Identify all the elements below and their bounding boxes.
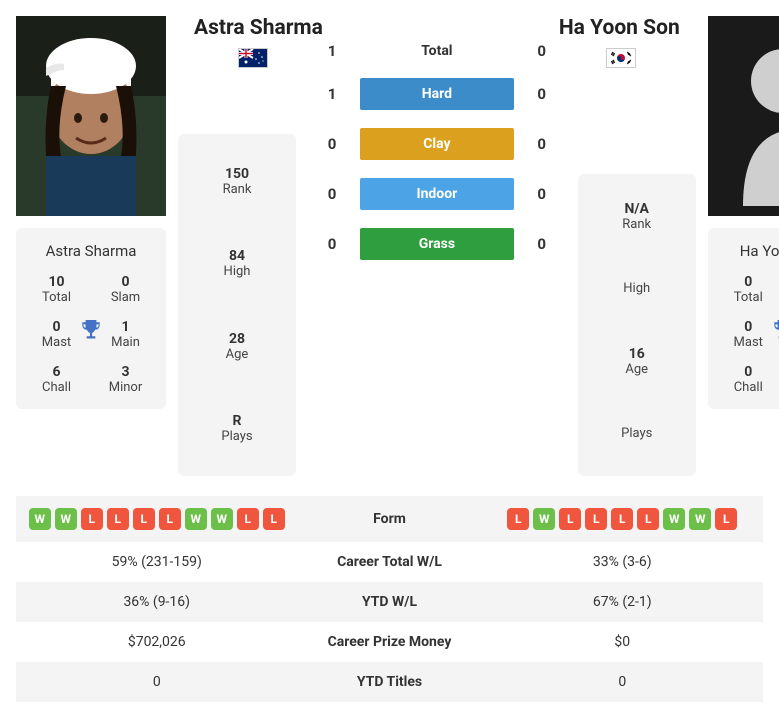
h2h-surface-row: 0 Grass 0 xyxy=(312,228,562,260)
comparison-table: WWLLLLWWLL Form LWLLLLWWL 59% (231-159) … xyxy=(16,496,763,702)
prize-row: $702,026 Career Prize Money $0 xyxy=(16,622,763,662)
form-row: WWLLLLWWLL Form LWLLLLWWL xyxy=(16,496,763,542)
player2-stats-card: N/ARank High 16Age Plays xyxy=(578,174,696,476)
p2-ytd-wl: 67% (2-1) xyxy=(490,594,756,610)
p2-plays-cell: Plays xyxy=(578,398,696,471)
p2-chall-cell: 0Chall xyxy=(716,364,779,395)
player2-card-name: Ha Yoon Son xyxy=(716,242,779,260)
career-wl-row: 59% (231-159) Career Total W/L 33% (3-6) xyxy=(16,542,763,582)
p1-minor-cell: 3Minor xyxy=(93,364,158,395)
win-badge[interactable]: W xyxy=(55,508,77,530)
surface-pill[interactable]: Clay xyxy=(360,128,514,160)
loss-badge[interactable]: L xyxy=(585,508,607,530)
top-section: Astra Sharma 10Total 0Slam 0Mast 1Main 6… xyxy=(16,16,763,476)
player1-stats-col: 150Rank 84High 28Age RPlays xyxy=(178,16,296,476)
australia-flag-icon xyxy=(238,48,268,68)
loss-badge[interactable]: L xyxy=(81,508,103,530)
h2h-p1-val: 0 xyxy=(312,185,352,203)
surface-pill[interactable]: Grass xyxy=(360,228,514,260)
player-names-row: Astra Sharma Ha Yoon Son xyxy=(194,16,680,68)
win-badge[interactable]: W xyxy=(533,508,555,530)
player2-photo xyxy=(708,16,779,216)
p1-rank-cell: 150Rank xyxy=(178,140,296,223)
p1-ytd-titles: 0 xyxy=(24,674,290,690)
h2h-surface-row: 0 Indoor 0 xyxy=(312,178,562,210)
h2h-p2-val: 0 xyxy=(522,135,562,153)
ytd-titles-label: YTD Titles xyxy=(290,674,490,690)
h2h-center: Astra Sharma Ha Yoon Son 1 Total 0 1Hard… xyxy=(308,16,566,260)
player1-stats-card: 150Rank 84High 28Age RPlays xyxy=(178,134,296,476)
p2-age-cell: 16Age xyxy=(578,325,696,398)
p1-total-cell: 10Total xyxy=(24,274,89,305)
h2h-p2-val: 0 xyxy=(522,235,562,253)
h2h-p1-val: 0 xyxy=(312,235,352,253)
trophy-icon xyxy=(770,316,779,342)
p1-plays-cell: RPlays xyxy=(178,388,296,471)
career-wl-label: Career Total W/L xyxy=(290,554,490,570)
player1-name-block: Astra Sharma xyxy=(194,16,323,68)
player2-titles-card: Ha Yoon Son 0Total 0Slam 0Mast 0Main 0Ch… xyxy=(708,228,779,409)
loss-badge[interactable]: L xyxy=(507,508,529,530)
form-label: Form xyxy=(290,511,490,527)
player2-name[interactable]: Ha Yoon Son xyxy=(559,16,680,40)
h2h-p2-val: 0 xyxy=(522,185,562,203)
p1-chall-cell: 6Chall xyxy=(24,364,89,395)
loss-badge[interactable]: L xyxy=(715,508,737,530)
player2-stats-col: N/ARank High 16Age Plays xyxy=(578,16,696,476)
ytd-titles-row: 0 YTD Titles 0 xyxy=(16,662,763,702)
korea-flag-icon xyxy=(606,48,636,68)
p1-form: WWLLLLWWLL xyxy=(24,508,290,530)
loss-badge[interactable]: L xyxy=(107,508,129,530)
prize-label: Career Prize Money xyxy=(290,634,490,650)
player1-block: Astra Sharma 10Total 0Slam 0Mast 1Main 6… xyxy=(16,16,166,409)
player1-titles-card: Astra Sharma 10Total 0Slam 0Mast 1Main 6… xyxy=(16,228,166,409)
player2-name-block: Ha Yoon Son xyxy=(559,16,680,68)
p1-prize: $702,026 xyxy=(24,634,290,650)
player1-card-name: Astra Sharma xyxy=(24,242,158,260)
p2-career-wl: 33% (3-6) xyxy=(490,554,756,570)
surface-pill[interactable]: Hard xyxy=(360,78,514,110)
loss-badge[interactable]: L xyxy=(611,508,633,530)
p1-ytd-wl: 36% (9-16) xyxy=(24,594,290,610)
player2-block: Ha Yoon Son 0Total 0Slam 0Mast 0Main 0Ch… xyxy=(708,16,779,409)
win-badge[interactable]: W xyxy=(29,508,51,530)
loss-badge[interactable]: L xyxy=(637,508,659,530)
player1-photo xyxy=(16,16,166,216)
h2h-rows: 1 Total 0 1Hard00Clay00Indoor00Grass0 xyxy=(312,42,562,260)
loss-badge[interactable]: L xyxy=(159,508,181,530)
p2-total-cell: 0Total xyxy=(716,274,779,305)
player1-name[interactable]: Astra Sharma xyxy=(194,16,323,40)
h2h-p1-val: 1 xyxy=(312,85,352,103)
p2-rank-cell: N/ARank xyxy=(578,180,696,253)
p2-high-cell: High xyxy=(578,253,696,326)
p2-form: LWLLLLWWL xyxy=(490,508,756,530)
player1-titles-grid: 10Total 0Slam 0Mast 1Main 6Chall 3Minor xyxy=(24,274,158,395)
trophy-icon xyxy=(78,316,104,342)
loss-badge[interactable]: L xyxy=(133,508,155,530)
p2-prize: $0 xyxy=(490,634,756,650)
win-badge[interactable]: W xyxy=(211,508,233,530)
h2h-surface-row: 1 Hard 0 xyxy=(312,78,562,110)
win-badge[interactable]: W xyxy=(689,508,711,530)
h2h-surfaces: 1 Hard 0 0 Clay 0 0 Indoor 0 0 Grass 0 xyxy=(312,78,562,260)
h2h-p1-val: 0 xyxy=(312,135,352,153)
surface-pill[interactable]: Indoor xyxy=(360,178,514,210)
loss-badge[interactable]: L xyxy=(559,508,581,530)
p1-high-cell: 84High xyxy=(178,223,296,306)
win-badge[interactable]: W xyxy=(663,508,685,530)
p1-slam-cell: 0Slam xyxy=(93,274,158,305)
p1-career-wl: 59% (231-159) xyxy=(24,554,290,570)
h2h-p2-val: 0 xyxy=(522,85,562,103)
loss-badge[interactable]: L xyxy=(237,508,259,530)
h2h-surface-row: 0 Clay 0 xyxy=(312,128,562,160)
p2-ytd-titles: 0 xyxy=(490,674,756,690)
ytd-wl-row: 36% (9-16) YTD W/L 67% (2-1) xyxy=(16,582,763,622)
ytd-wl-label: YTD W/L xyxy=(290,594,490,610)
player2-titles-grid: 0Total 0Slam 0Mast 0Main 0Chall 0Minor xyxy=(716,274,779,395)
loss-badge[interactable]: L xyxy=(263,508,285,530)
p1-age-cell: 28Age xyxy=(178,305,296,388)
win-badge[interactable]: W xyxy=(185,508,207,530)
